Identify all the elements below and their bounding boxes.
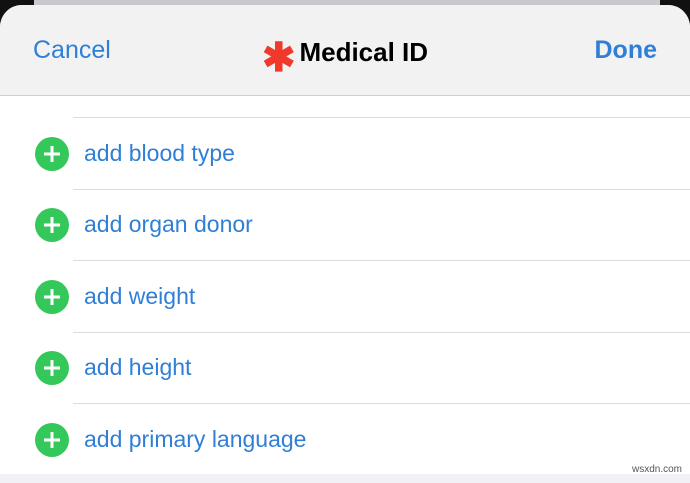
add-organ-donor-row[interactable]: add organ donor [0, 190, 690, 260]
plus-circle-icon [35, 351, 69, 385]
footer-band [0, 474, 690, 483]
divider [73, 260, 690, 261]
asterisk-icon: ✱ [261, 36, 296, 80]
divider [73, 117, 690, 118]
divider [73, 189, 690, 190]
row-label: add height [84, 354, 192, 380]
divider [73, 403, 690, 404]
add-primary-language-row[interactable]: add primary language [0, 405, 690, 475]
row-label: add blood type [84, 140, 235, 166]
plus-circle-icon [35, 137, 69, 171]
page-title: ✱ Medical ID [0, 35, 690, 81]
nav-bar: Cancel ✱ Medical ID Done [0, 5, 690, 96]
add-height-row[interactable]: add height [0, 333, 690, 403]
watermark: wsxdn.com [631, 464, 682, 475]
row-label: add weight [84, 283, 196, 309]
plus-circle-icon [35, 423, 69, 457]
row-label: add primary language [84, 426, 307, 452]
add-weight-row[interactable]: add weight [0, 262, 690, 332]
add-blood-type-row[interactable]: add blood type [0, 119, 690, 189]
plus-circle-icon [35, 280, 69, 314]
done-button[interactable]: Done [594, 36, 658, 64]
divider [73, 332, 690, 333]
plus-circle-icon [35, 208, 69, 242]
medical-id-sheet: Cancel ✱ Medical ID Done add blood type a… [0, 5, 690, 483]
row-label: add organ donor [84, 211, 253, 237]
cancel-button[interactable]: Cancel [33, 36, 111, 64]
title-text: Medical ID [299, 37, 429, 67]
